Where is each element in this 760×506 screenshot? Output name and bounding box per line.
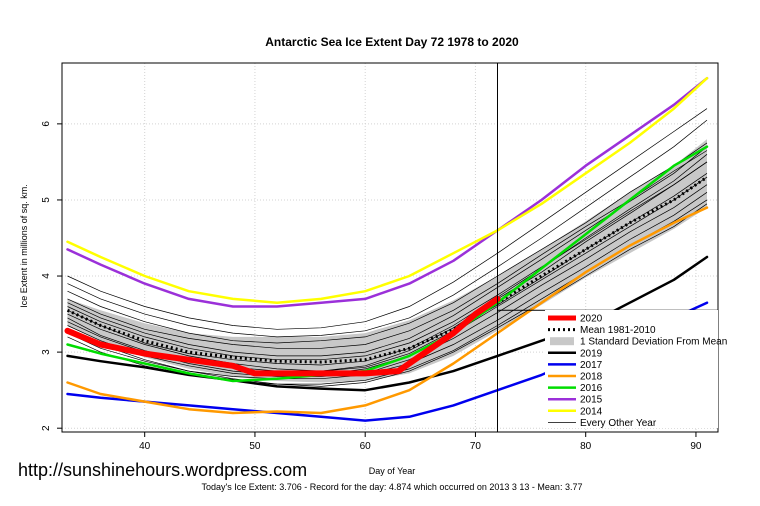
legend-label: 2019 xyxy=(580,348,603,359)
other-year-line xyxy=(67,150,708,349)
std-deviation-band xyxy=(67,139,707,383)
other-year-line xyxy=(67,184,708,377)
legend-label: 2018 xyxy=(580,372,603,383)
other-year-line xyxy=(67,108,708,330)
legend-swatch xyxy=(550,337,574,346)
other-year-line xyxy=(67,203,708,387)
y-tick-label: 2 xyxy=(41,425,52,431)
y-tick-label: 6 xyxy=(41,121,52,127)
other-years-lines xyxy=(67,108,708,387)
y-tick-label: 3 xyxy=(41,349,52,355)
other-year-line xyxy=(67,142,708,344)
legend-label: 1 Standard Deviation From Mean xyxy=(580,337,727,348)
other-year-line xyxy=(67,119,708,338)
legend-label: Every Other Year xyxy=(580,418,657,429)
series-line-2015 xyxy=(66,76,709,308)
legend-label: 2014 xyxy=(580,406,603,417)
x-tick-label: 80 xyxy=(580,441,592,452)
legend-label: 2020 xyxy=(580,314,603,325)
mean-line xyxy=(66,175,708,364)
x-axis-label: Day of Year xyxy=(369,466,416,476)
y-tick-label: 4 xyxy=(41,273,52,279)
other-year-line xyxy=(67,161,708,361)
plot-frame xyxy=(61,62,719,433)
x-tick-label: 60 xyxy=(360,441,372,452)
series-line-2020 xyxy=(64,295,501,377)
x-axis: 40 50 60 70 80 90 xyxy=(139,432,702,452)
x-tick-label: 50 xyxy=(249,441,261,452)
legend-label: 2015 xyxy=(580,395,603,406)
x-tick-label: 40 xyxy=(139,441,151,452)
watermark: http://sunshinehours.wordpress.com xyxy=(18,460,307,480)
series-line-2014 xyxy=(66,76,709,304)
y-tick-label: 5 xyxy=(41,197,52,203)
series-line-2018 xyxy=(66,206,709,415)
series-line-2016 xyxy=(66,145,709,383)
other-year-line xyxy=(67,154,708,366)
x-tick-label: 90 xyxy=(690,441,702,452)
legend-label: 2016 xyxy=(580,383,603,394)
chart-title: Antarctic Sea Ice Extent Day 72 1978 to … xyxy=(265,35,519,49)
y-axis: 2 3 4 5 6 xyxy=(41,121,62,431)
y-axis-label: Ice Extent in millions of sq. km. xyxy=(19,184,29,308)
footer-text: Today's Ice Extent: 3.706 - Record for t… xyxy=(202,482,583,492)
legend-label: 2017 xyxy=(580,360,603,371)
legend-label: Mean 1981-2010 xyxy=(580,325,656,336)
other-year-line xyxy=(67,173,708,372)
x-tick-label: 70 xyxy=(470,441,482,452)
